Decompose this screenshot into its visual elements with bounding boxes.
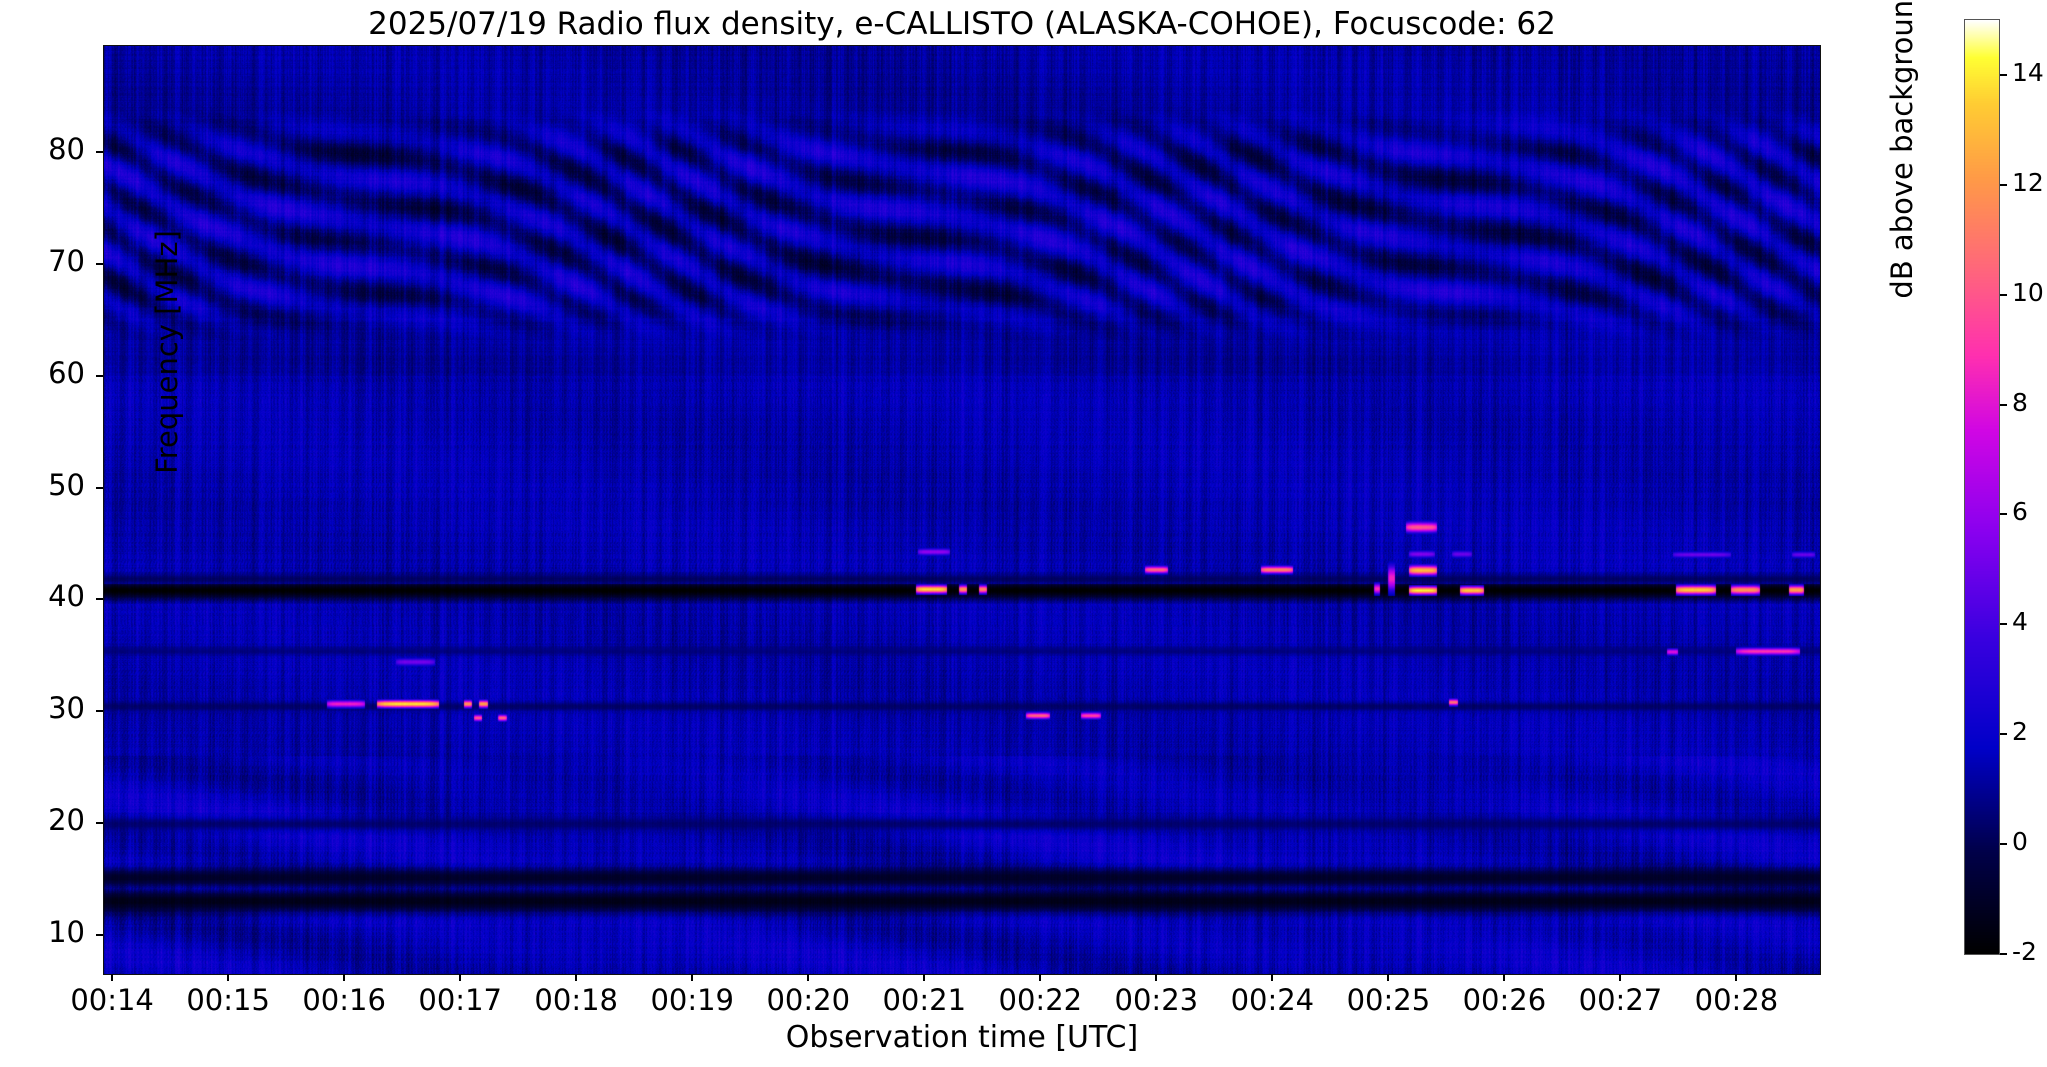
x-tick-mark [111,974,114,981]
colorbar-tick-label: 6 [2012,497,2028,527]
x-tick-mark [1503,974,1506,981]
colorbar-tick-mark [2000,843,2007,846]
x-tick-label: 00:22 [998,983,1083,1017]
x-tick-label: 00:16 [302,983,386,1017]
x-tick-mark [343,974,346,981]
x-tick-label: 00:24 [1230,983,1315,1017]
x-tick-label: 00:14 [70,983,154,1017]
x-tick-mark [807,974,810,981]
x-tick-mark [1271,974,1274,981]
x-tick-mark [691,974,694,981]
spectrogram-image [104,46,1820,974]
page-title: 2025/07/19 Radio flux density, e-CALLIST… [368,6,1556,42]
colorbar-tick-label: -2 [2012,937,2037,966]
x-axis-label: Observation time [UTC] [785,1020,1139,1055]
colorbar[interactable] [1964,19,2000,955]
x-tick-label: 00:15 [186,983,270,1017]
y-axis-label: Frequency [MHz] [150,230,184,474]
colorbar-tick-mark [2000,183,2007,186]
colorbar-tick-mark [2000,73,2007,76]
x-tick-label: 00:23 [1114,983,1199,1017]
y-tick-mark [96,933,103,936]
y-tick-mark [96,598,103,601]
y-tick-label: 20 [48,803,85,838]
colorbar-tick-mark [2000,953,2007,955]
colorbar-tick-label: 2 [2012,717,2028,747]
colorbar-tick-label: 10 [2012,277,2044,307]
colorbar-label: dB above background [1885,0,1919,299]
x-tick-label: 00:21 [882,983,967,1017]
colorbar-tick-label: 12 [2012,167,2044,197]
colorbar-tick-mark [2000,293,2007,296]
x-tick-mark [923,974,926,981]
y-tick-label: 10 [48,914,85,949]
colorbar-gradient [1965,20,1999,954]
y-tick-label: 50 [48,467,85,502]
y-tick-mark [96,263,103,266]
x-tick-mark [459,974,462,981]
y-tick-label: 60 [48,355,85,390]
x-tick-mark [1735,974,1738,981]
x-tick-mark [1619,974,1622,981]
x-tick-label: 00:18 [534,983,618,1017]
x-tick-mark [1387,974,1390,981]
colorbar-tick-label: 8 [2012,387,2028,417]
x-tick-label: 00:26 [1462,983,1547,1017]
y-tick-mark [96,151,103,154]
x-tick-label: 00:28 [1694,983,1779,1017]
x-tick-label: 00:25 [1346,983,1431,1017]
colorbar-tick-mark [2000,623,2007,626]
y-tick-label: 30 [48,691,85,726]
y-tick-label: 40 [48,579,85,614]
x-tick-mark [1155,974,1158,981]
x-tick-mark [1039,974,1042,981]
x-tick-label: 00:20 [766,983,851,1017]
colorbar-tick-label: 14 [2012,57,2044,87]
colorbar-tick-mark [2000,403,2007,406]
x-tick-label: 00:17 [418,983,502,1017]
y-tick-label: 80 [48,132,85,167]
y-tick-mark [96,710,103,713]
colorbar-tick-mark [2000,513,2007,516]
x-tick-mark [575,974,578,981]
colorbar-tick-label: 0 [2012,827,2028,857]
x-tick-mark [227,974,230,981]
colorbar-tick-label: 4 [2012,607,2028,637]
colorbar-tick-mark [2000,733,2007,736]
spectrogram-plot-area[interactable] [103,45,1821,975]
x-tick-label: 00:27 [1578,983,1663,1017]
y-tick-label: 70 [48,244,85,279]
y-tick-mark [96,822,103,825]
x-tick-label: 00:19 [650,983,735,1017]
y-tick-mark [96,374,103,377]
y-tick-mark [96,486,103,489]
